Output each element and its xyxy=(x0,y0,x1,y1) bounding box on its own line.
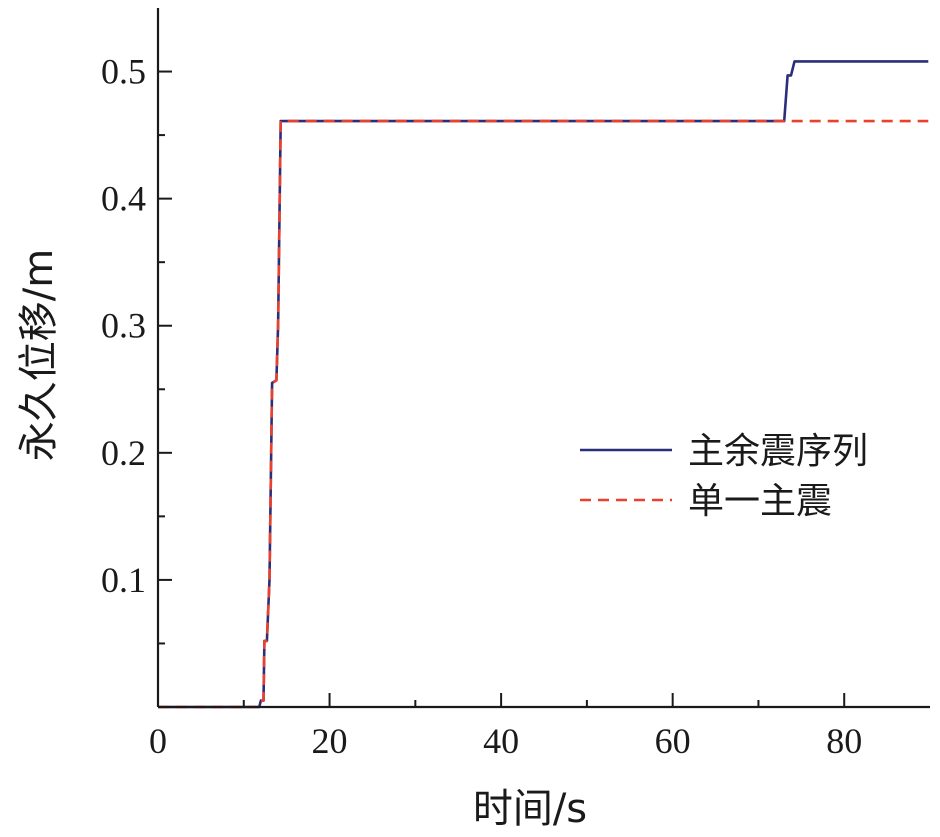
x-tick-label: 80 xyxy=(826,721,862,761)
plot-series xyxy=(158,60,929,709)
y-tick-label: 0.5 xyxy=(101,52,146,92)
x-tick-label: 0 xyxy=(149,721,167,761)
x-tick-label: 40 xyxy=(483,721,519,761)
x-axis-title: 时间/s xyxy=(473,786,587,832)
axes xyxy=(156,8,930,709)
y-axis-title: 永久位移/m xyxy=(16,249,62,461)
y-tick-label: 0.3 xyxy=(101,306,146,346)
ticks: 0 20 40 60 80 0.1 0.2 0.3 0.4 0.5 xyxy=(101,52,862,761)
series-line-1 xyxy=(158,60,929,709)
y-tick-label: 0.4 xyxy=(101,179,146,219)
y-tick-label: 0.2 xyxy=(101,433,146,473)
x-tick-label: 60 xyxy=(655,721,691,761)
legend-label-2: 单一主震 xyxy=(688,481,832,522)
y-tick-label: 0.1 xyxy=(101,560,146,600)
x-tick-label: 20 xyxy=(312,721,348,761)
legend-label-1: 主余震序列 xyxy=(688,431,868,472)
series-line-2 xyxy=(158,119,929,709)
